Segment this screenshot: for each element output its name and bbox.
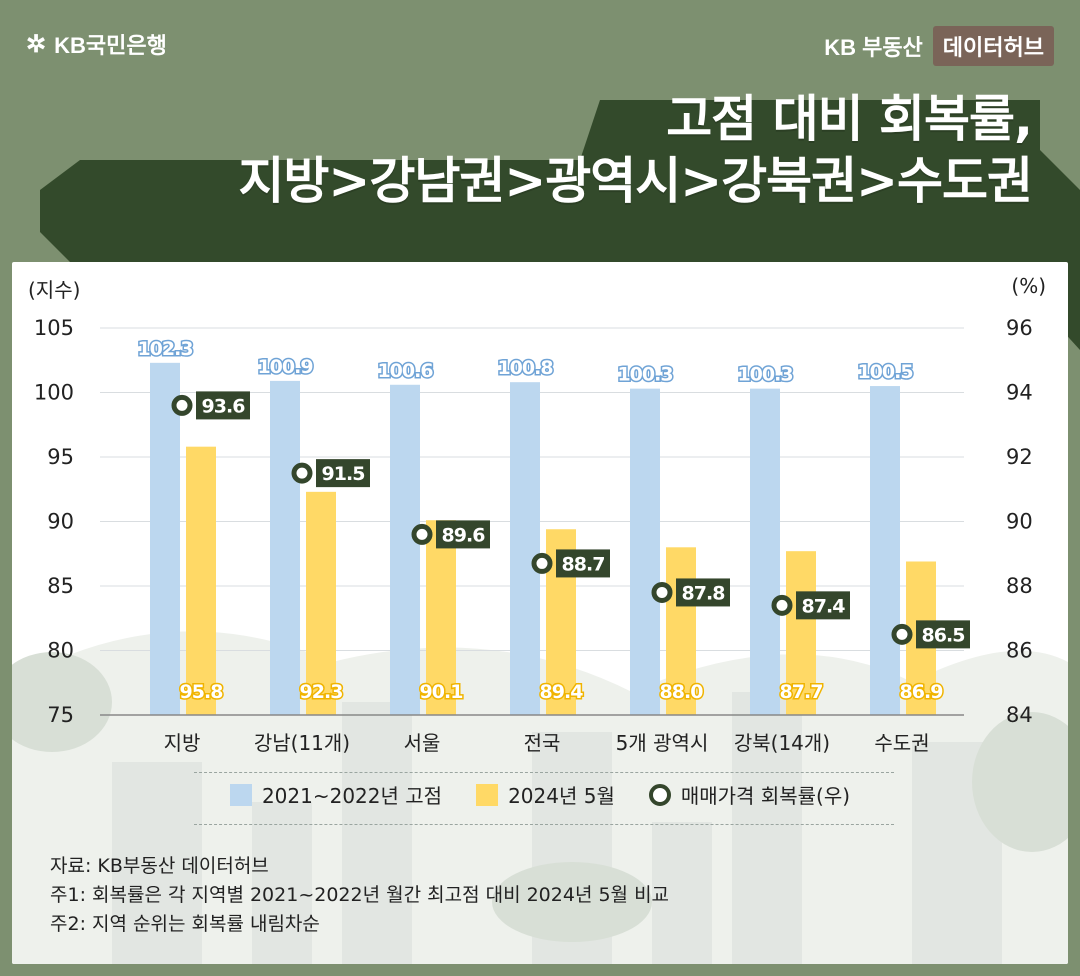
category-label: 강북(14개) [734,731,830,755]
left-tick-label: 80 [47,639,74,663]
note-source: 자료: KB부동산 데이터허브 [50,855,269,877]
category-label: 5개 광역시 [616,731,709,755]
left-axis-unit: (지수) [28,278,81,302]
legend-label-2024: 2024년 5월 [508,784,615,808]
recovery-marker [411,523,433,545]
left-tick-label: 90 [47,510,74,534]
bar-2024-label: 87.7 [780,681,823,703]
legend-label-recovery: 매매가격 회복률(우) [680,784,851,808]
bar-peak [510,382,540,715]
bar-2024-label: 92.3 [300,681,343,703]
right-tick-label: 92 [1006,445,1033,469]
title-line-2: 지방>강남권>광역시>강북권>수도권 [238,152,1033,210]
bank-name: KB국민은행 [54,33,167,58]
title-shadow-shape [40,100,1080,350]
title-line-1: 고점 대비 회복률, [666,90,1033,148]
right-tick-label: 94 [1006,381,1033,405]
legend-label-peak: 2021~2022년 고점 [261,784,443,808]
bar-peak [390,384,420,715]
bar-chart: 105 100 95 90 85 80 75 96 94 92 90 88 86 84 102.3 95.8 9… [34,316,1033,755]
legend-swatch-peak [229,783,252,806]
recovery-label: 87.8 [682,582,726,604]
recovery-marker [291,462,313,484]
bar-2024-label: 86.9 [900,681,943,703]
right-tick-label: 84 [1006,703,1033,727]
legend-item-peak: 2021~2022년 고점 [229,780,443,809]
category-label: 서울 [404,731,441,755]
right-tick-label: 86 [1006,639,1033,663]
legend-divider-bottom [194,824,894,825]
bar-2024 [786,551,816,715]
category-label: 전국 [524,731,561,755]
note-1: 주1: 회복률은 각 지역별 2021~2022년 월간 최고점 대비 2024… [50,884,670,906]
hub-badge: 데이터허브 [932,26,1054,66]
recovery-label: 88.7 [562,553,605,575]
legend-item-2024: 2024년 5월 [476,780,615,809]
data-hub-brand: KB 부동산 데이터허브 [824,26,1054,66]
legend-swatch-2024 [476,783,499,806]
right-tick-label: 96 [1006,316,1033,340]
recovery-label: 93.6 [202,395,246,417]
chart-notes: 자료: KB부동산 데이터허브 주1: 회복률은 각 지역별 2021~2022… [50,852,669,939]
bar-peak [270,380,300,715]
page-title: 고점 대비 회복률, 지방>강남권>광역시>강북권>수도권 [238,88,1033,212]
bar-peak-label: 100.6 [377,360,433,382]
recovery-label-box [916,620,970,649]
legend-item-recovery: 매매가격 회복률(우) [648,780,851,809]
recovery-label-box [316,459,370,488]
bar-peak [750,388,780,715]
bar-peak [870,386,900,715]
left-tick-label: 95 [47,445,74,469]
bar-2024 [186,446,216,715]
bank-logo: ✲ KB국민은행 [26,28,167,60]
bar-peak-label: 100.3 [617,364,672,386]
bar-2024-label: 88.0 [660,681,704,703]
right-tick-label: 90 [1006,510,1033,534]
bar-2024 [306,491,336,715]
bar-peak-label: 102.3 [137,338,192,360]
note-2: 주2: 지역 순위는 회복률 내림차순 [50,913,320,935]
hub-name: KB 부동산 [824,35,923,60]
chart-panel: (지수) (%) 105 100 95 90 85 80 75 96 94 92 90 88 86 84 1… [12,262,1068,964]
recovery-label-box [796,591,850,620]
bar-2024 [426,520,456,715]
recovery-label: 86.5 [922,624,965,646]
right-tick-label: 88 [1006,574,1033,598]
bar-2024-label: 89.4 [540,681,584,703]
bar-peak-label: 100.5 [857,361,912,383]
bar-peak-label: 100.3 [737,364,792,386]
category-label: 지방 [164,731,201,755]
category-label: 수도권 [874,731,929,755]
recovery-marker [771,594,793,616]
recovery-label-box [196,391,250,420]
legend-marker-recovery [648,783,671,806]
recovery-marker [891,623,913,645]
bar-2024 [666,547,696,715]
recovery-label-box [556,549,610,578]
recovery-marker [531,552,553,574]
legend-divider-top [194,772,894,773]
recovery-marker [171,394,193,416]
bar-peak-label: 100.8 [497,357,553,379]
left-tick-label: 75 [47,703,74,727]
bar-peak-label: 100.9 [257,356,312,378]
chart-legend: 2021~2022년 고점 2024년 5월 매매가격 회복률(우) [12,780,1068,809]
left-tick-label: 85 [47,574,74,598]
right-axis-unit: (%) [1011,274,1046,298]
recovery-label: 87.4 [802,595,846,617]
bar-peak [630,388,660,715]
left-tick-label: 105 [34,316,74,340]
recovery-label: 89.6 [442,524,486,546]
bar-2024-label: 90.1 [420,681,463,703]
left-tick-label: 100 [34,381,74,405]
recovery-marker [651,581,673,603]
bar-peak [150,362,180,715]
kb-star-icon: ✲ [26,30,47,58]
recovery-label: 91.5 [322,463,365,485]
bar-2024-label: 95.8 [180,681,224,703]
recovery-label-box [676,578,730,607]
recovery-label-box [436,520,490,549]
category-label: 강남(11개) [254,731,350,755]
